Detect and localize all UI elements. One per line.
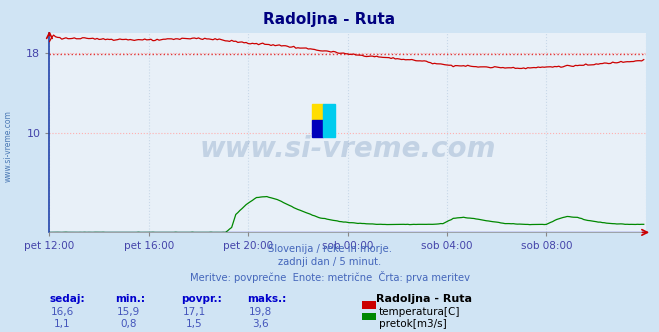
Text: 15,9: 15,9 <box>117 307 140 317</box>
Text: Meritve: povprečne  Enote: metrične  Črta: prva meritev: Meritve: povprečne Enote: metrične Črta:… <box>190 271 469 283</box>
Text: zadnji dan / 5 minut.: zadnji dan / 5 minut. <box>278 257 381 267</box>
Text: Radoljna - Ruta: Radoljna - Ruta <box>376 294 472 304</box>
Text: 19,8: 19,8 <box>248 307 272 317</box>
Text: min.:: min.: <box>115 294 146 304</box>
Bar <box>312 104 324 120</box>
Text: Radoljna - Ruta: Radoljna - Ruta <box>264 12 395 27</box>
Text: pretok[m3/s]: pretok[m3/s] <box>379 319 447 329</box>
Text: www.si-vreme.com: www.si-vreme.com <box>3 110 13 182</box>
Text: 0,8: 0,8 <box>120 319 137 329</box>
Text: 1,1: 1,1 <box>54 319 71 329</box>
Bar <box>312 120 324 137</box>
Text: povpr.:: povpr.: <box>181 294 222 304</box>
Bar <box>324 104 335 137</box>
Text: sedaj:: sedaj: <box>49 294 85 304</box>
Text: 16,6: 16,6 <box>51 307 74 317</box>
Text: maks.:: maks.: <box>247 294 287 304</box>
Text: 1,5: 1,5 <box>186 319 203 329</box>
Text: 17,1: 17,1 <box>183 307 206 317</box>
Text: 3,6: 3,6 <box>252 319 269 329</box>
Text: Slovenija / reke in morje.: Slovenija / reke in morje. <box>268 244 391 254</box>
Text: temperatura[C]: temperatura[C] <box>379 307 461 317</box>
Text: www.si-vreme.com: www.si-vreme.com <box>200 135 496 163</box>
